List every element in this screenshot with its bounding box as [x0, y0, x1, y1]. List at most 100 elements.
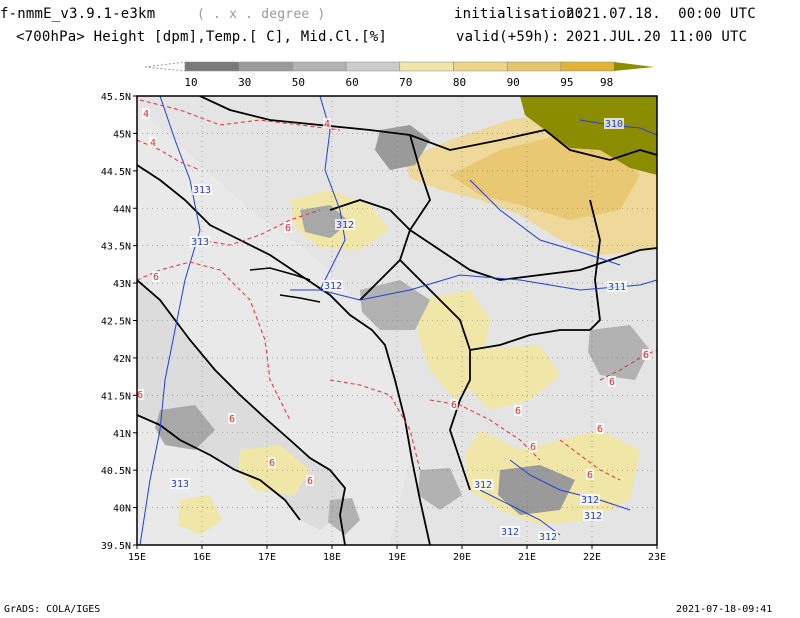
latitude-labels: 45.5N 45N 44.5N 44N 43.5N 43N 42.5N 42N 41.5N 41N… — [101, 92, 137, 552]
height-contour-label: 312 — [581, 495, 599, 506]
latitude-label: 44N — [113, 204, 131, 215]
colorbar-tick-label: 98 — [600, 76, 613, 89]
height-label-bg — [473, 479, 493, 490]
colorbar-tick-label: 90 — [507, 76, 520, 89]
height-contour-label: 311 — [608, 282, 626, 293]
temperature-contour-label: 6 — [153, 272, 159, 283]
temperature-contour-label: 6 — [229, 414, 235, 425]
colorbar-box — [292, 61, 347, 72]
latitude-label: 42.5N — [101, 317, 131, 328]
height-label-bg — [500, 526, 520, 537]
height-label-bg — [538, 531, 558, 542]
latitude-label: 42N — [113, 354, 131, 365]
colorbar-tick-label: 10 — [184, 76, 197, 89]
colorbar-tick-label: 60 — [345, 76, 358, 89]
temperature-contour-label: 6 — [451, 400, 457, 411]
temp-label-bg — [529, 441, 537, 452]
temp-label-bg — [228, 413, 236, 424]
coastline — [137, 164, 431, 545]
temp-label-bg — [149, 137, 157, 148]
longitude-label: 21E — [518, 552, 536, 563]
longitude-label: 17E — [258, 552, 276, 563]
temperature-contour-label: 4 — [143, 109, 149, 120]
unit-note: ( . x . degree ) — [197, 7, 326, 22]
height-contour-label: 312 — [501, 527, 519, 538]
temperature-contour-label: 6 — [307, 476, 313, 487]
model-name: f-nmmE_v3.9.1-e3km — [0, 6, 156, 22]
temp-label-bg — [306, 475, 314, 486]
height-label-bg — [335, 219, 355, 230]
latitude-label: 40.5N — [101, 466, 131, 477]
colorbar-box — [506, 61, 562, 72]
init-value: 2021.07.18. 00:00 UTC — [566, 6, 756, 22]
height-contour-label: 313 — [193, 185, 211, 196]
temperature-contour-labels: 4 4 4 6 6 6 6 6 6 6 6 6 6 6 6 6 — [137, 108, 650, 487]
longitude-label: 23E — [648, 552, 666, 563]
temperature-contours — [137, 99, 657, 481]
temperature-contour-label: 6 — [285, 223, 291, 234]
longitude-label: 22E — [583, 552, 601, 563]
colorbar-tick-label: 50 — [292, 76, 305, 89]
height-contour-label: 312 — [336, 220, 354, 231]
longitude-label: 15E — [128, 552, 146, 563]
temperature-contour-label: 6 — [137, 390, 143, 401]
height-contour-label: 313 — [191, 237, 209, 248]
temp-label-bg — [137, 389, 144, 400]
temp-label-bg — [586, 469, 594, 480]
latitude-label: 44.5N — [101, 167, 131, 178]
height-label-bg — [604, 118, 624, 129]
latitude-label: 43.5N — [101, 242, 131, 253]
colorbar-tick-label: 70 — [399, 76, 412, 89]
temperature-contour-label: 6 — [530, 442, 536, 453]
height-label-bg — [583, 510, 603, 521]
temperature-contour-label: 4 — [150, 138, 156, 149]
valid-label: valid(+59h): — [456, 29, 560, 45]
latitude-label: 39.5N — [101, 541, 131, 552]
temp-label-bg — [142, 108, 150, 119]
height-contour-labels: 310 313 313 312 312 311 313 312 312 312 312 312 — [170, 118, 627, 543]
country-borders — [199, 96, 657, 491]
temperature-contour-label: 6 — [597, 424, 603, 435]
height-label-bg — [580, 494, 600, 505]
colorbar-tick-label: 30 — [238, 76, 251, 89]
footer-credit: GrADS: COLA/IGES — [4, 604, 101, 615]
height-label-bg — [323, 280, 343, 291]
temp-label-bg — [596, 423, 604, 434]
temp-label-bg — [152, 271, 160, 282]
longitude-label: 20E — [453, 552, 471, 563]
colorbar-high-arrow — [614, 62, 654, 71]
longitude-label: 18E — [323, 552, 341, 563]
colorbar-low-arrow — [144, 61, 186, 72]
height-contour-label: 313 — [171, 479, 189, 490]
init-label: initialisation: — [454, 6, 584, 22]
height-contour-label: 312 — [324, 281, 342, 292]
footer-timestamp: 2021-07-18-09:41 — [676, 604, 773, 615]
longitude-label: 16E — [193, 552, 211, 563]
height-contour-label: 312 — [584, 511, 602, 522]
height-label-bg — [190, 236, 210, 247]
temperature-contour-label: 6 — [643, 350, 649, 361]
temp-label-bg — [642, 349, 650, 360]
latitude-label: 41N — [113, 429, 131, 440]
colorbar-tick-label: 80 — [453, 76, 466, 89]
temp-label-bg — [514, 405, 522, 416]
height-contour-label: 312 — [539, 532, 557, 543]
colorbar-box — [238, 61, 293, 72]
temperature-contour-label: 4 — [324, 119, 330, 130]
colorbar-box — [345, 61, 401, 72]
latitude-label: 40N — [113, 504, 131, 515]
height-label-bg — [170, 478, 190, 489]
longitude-labels: 15E 16E 17E 18E 19E 20E 21E 22E 23E — [128, 545, 666, 563]
field-description: <700hPa> Height [dpm],Temp.[ C], Mid.Cl.… — [16, 29, 388, 45]
latitude-label: 43N — [113, 279, 131, 290]
temperature-contour-label: 6 — [269, 458, 275, 469]
colorbar-box — [560, 61, 615, 72]
temperature-contour-label: 6 — [587, 470, 593, 481]
valid-value: 2021.JUL.20 11:00 UTC — [566, 29, 748, 45]
colorbar-tick-label: 95 — [560, 76, 573, 89]
longitude-label: 19E — [388, 552, 406, 563]
temp-label-bg — [450, 399, 458, 410]
colorbar: 10 30 50 60 70 80 90 95 98 — [144, 61, 654, 89]
